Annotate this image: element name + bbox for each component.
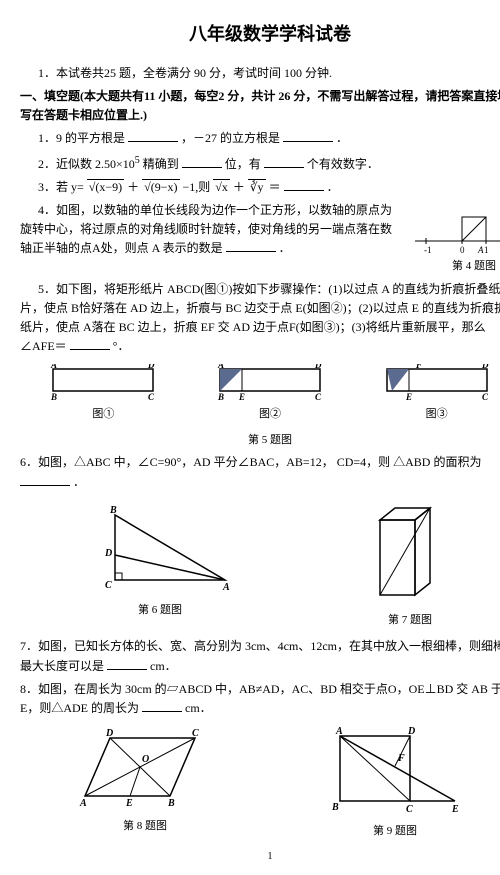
section-1-heading: 一、填空题(本大题共有11 小题，每空2 分，共计 26 分，不需写出解答过程，… [20,87,500,125]
q2-exp: 5 [135,155,140,166]
svg-text:B: B [167,798,175,809]
svg-text:-1: -1 [424,245,432,255]
svg-text:E: E [125,798,133,809]
q4-text: 4．如图，以数轴的单位长线段为边作一个正方形，以数轴的原点为旋转中心，将过原点的… [20,203,392,255]
q3-end: ． [327,180,339,194]
svg-text:D: D [407,726,415,737]
svg-text:A: A [217,364,224,370]
figure-4: -1 0 A 1 2 第 4 题图 [410,201,500,276]
svg-text:D: D [481,364,489,370]
q3-text-a: 3．若 y= [38,180,84,194]
q6-end: ． [73,475,85,489]
svg-text:1: 1 [484,245,489,255]
figure-6-7-row: B D C A 第 6 题图 第 7 题图 [20,500,500,630]
q1-text-c: ． [336,131,348,145]
figure-7: 第 7 题图 [365,500,455,630]
q2-text-a: 2．近似数 2.50×10 [38,157,135,171]
svg-text:F: F [397,753,405,764]
svg-text:E: E [451,804,459,815]
svg-text:D: D [147,364,155,370]
svg-text:A: A [477,245,484,255]
svg-text:A: A [79,798,87,809]
figure-5-3: F E C D 图③ [382,364,492,424]
svg-text:D: D [314,364,322,370]
figure-9: A D B C E F 第 9 题图 [320,726,470,841]
q3-minus: −1,则 [183,180,211,194]
q2-text-b: 精确到 [143,157,179,171]
q3-blank[interactable] [284,178,324,191]
svg-text:C: C [315,392,322,402]
question-4: -1 0 A 1 2 第 4 题图 4．如图，以数轴的单位长线段为边作一个正方形… [20,201,500,259]
svg-text:A: A [335,726,343,737]
question-8: 8．如图，在周长为 30cm 的▱ABCD 中，AB≠AD，AC、BD 相交于点… [20,680,500,718]
q7-end: cm． [150,659,177,673]
svg-text:D: D [105,728,113,739]
svg-text:B: B [50,392,57,402]
question-5: 5．如下图，将矩形纸片 ABCD(图①)按如下步骤操作：(1)以过点 A 的直线… [20,280,500,357]
q8-blank[interactable] [142,699,182,712]
q6-text: 6．如图，△ABC 中，∠C=90°，AD 平分∠BAC，AB=12， CD=4… [20,455,481,469]
q3-cbrt: ∛y [248,179,266,194]
q3-sqrt-1: √(x−9) [87,179,124,194]
q6-blank[interactable] [20,473,70,486]
svg-text:B: B [217,392,224,402]
question-1: 1．9 的平方根是 ，－27 的立方根是 ． [20,129,500,148]
svg-text:F: F [415,364,422,370]
q2-blank-2[interactable] [264,155,304,168]
q5-end: °． [113,339,130,353]
figure-5-caption: 第 5 题图 [20,432,500,450]
q4-end: ． [279,241,291,255]
question-2: 2．近似数 2.50×105 精确到 位，有 个有效数字． [20,153,500,174]
q1-blank-2[interactable] [283,129,333,142]
figure-8: D C A B E O 第 8 题图 [70,726,220,836]
q3-sqrt-3: √x [213,179,230,194]
page-title: 八年级数学学科试卷 [20,20,500,49]
svg-text:B: B [109,505,117,516]
q1-text-b: ，－27 的立方根是 [181,131,280,145]
svg-text:A: A [50,364,57,370]
svg-text:C: C [482,392,489,402]
q3-eq: ＝ [269,180,281,194]
figure-8-9-row: D C A B E O 第 8 题图 A D B C E F 第 9 题图 [20,726,500,841]
q8-end: cm． [185,701,212,715]
svg-text:0: 0 [460,245,465,255]
page-number: 1 [20,849,500,865]
intro-text: 1．本试卷共25 题，全卷满分 90 分，考试时间 100 分钟. [20,64,500,83]
q5-blank[interactable] [70,337,110,350]
q3-plus-2: ＋ [233,180,245,194]
q1-text-a: 1．9 的平方根是 [38,131,125,145]
q2-text-c: 位，有 [225,157,261,171]
figure-5-1: B C A D 图① [48,364,158,424]
q3-sqrt-2: √(9−x) [142,179,179,194]
question-7: 7．如图，已知长方体的长、宽、高分别为 3cm、4cm、12cm，在其中放入一根… [20,637,500,675]
svg-text:C: C [148,392,155,402]
question-6: 6．如图，△ABC 中，∠C=90°，AD 平分∠BAC，AB=12， CD=4… [20,453,500,491]
svg-text:E: E [405,392,412,402]
q7-text: 7．如图，已知长方体的长、宽、高分别为 3cm、4cm、12cm，在其中放入一根… [20,639,500,672]
svg-text:A: A [222,582,230,593]
q2-blank-1[interactable] [182,155,222,168]
q3-plus-1: ＋ [127,180,139,194]
figure-5-row: B C A D 图① B E C A D 图② F E C D 图③ [20,364,500,424]
svg-text:C: C [105,580,112,591]
svg-text:D: D [104,548,112,559]
svg-text:O: O [142,754,149,765]
figure-5-2: B E C A D 图② [215,364,325,424]
svg-text:B: B [331,802,339,813]
svg-text:C: C [192,728,199,739]
figure-4-label: 第 4 题图 [410,258,500,276]
q4-blank[interactable] [226,239,276,252]
question-3: 3．若 y= √(x−9) ＋ √(9−x) −1,则 √x ＋ ∛y ＝ ． [20,178,500,197]
q1-blank-1[interactable] [128,129,178,142]
svg-text:C: C [406,804,413,815]
q7-blank[interactable] [107,657,147,670]
q2-text-d: 个有效数字． [307,157,379,171]
svg-text:E: E [238,392,245,402]
figure-6: B D C A 第 6 题图 [85,500,235,620]
q8-text: 8．如图，在周长为 30cm 的▱ABCD 中，AB≠AD，AC、BD 相交于点… [20,682,500,715]
